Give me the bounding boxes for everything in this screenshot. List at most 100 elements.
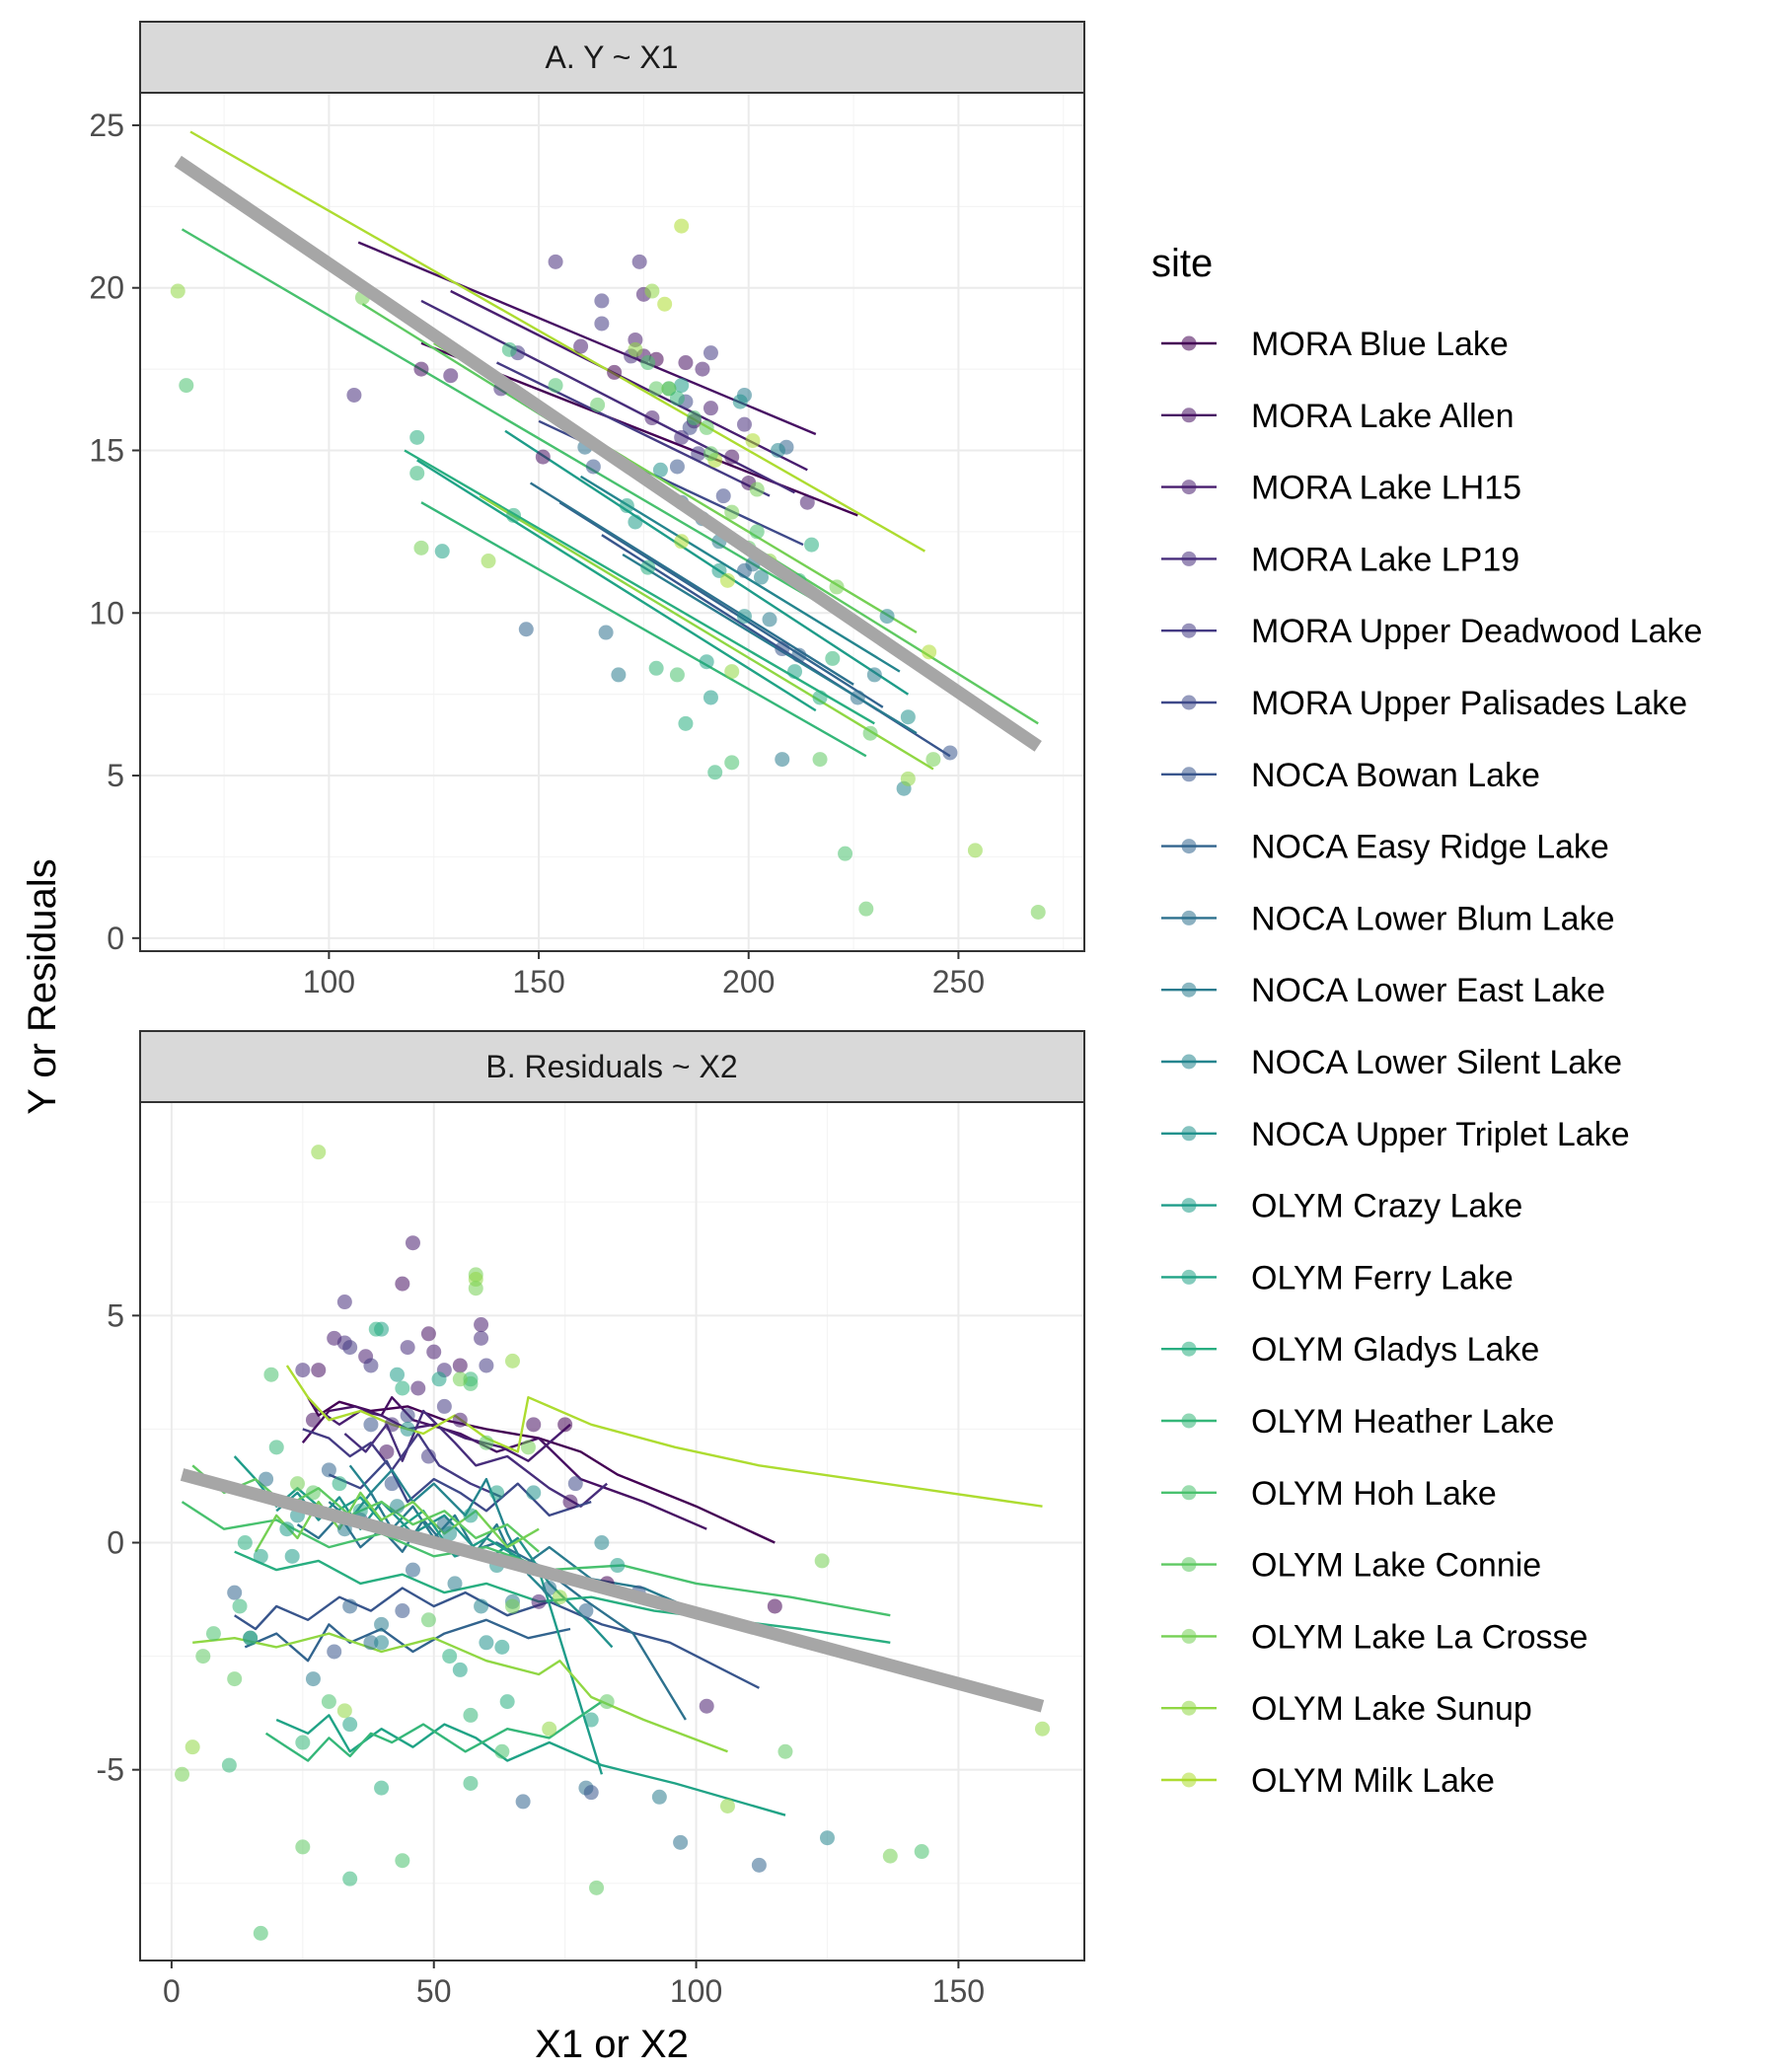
data-point xyxy=(227,1585,243,1600)
data-point xyxy=(648,381,664,397)
data-point xyxy=(583,1712,599,1728)
data-point xyxy=(707,765,723,780)
data-point xyxy=(644,283,660,299)
legend-key-point xyxy=(1181,910,1197,925)
y-tick-label: 25 xyxy=(89,108,124,143)
data-point xyxy=(409,429,425,445)
data-point xyxy=(227,1671,243,1687)
data-point xyxy=(651,1789,667,1805)
panel-a-strip xyxy=(139,21,1085,94)
data-point xyxy=(295,1839,311,1855)
data-point xyxy=(374,1635,390,1651)
data-point xyxy=(474,1317,489,1333)
legend-key-point xyxy=(1181,407,1197,423)
data-point xyxy=(452,1412,468,1428)
data-point xyxy=(463,1707,479,1723)
legend-item: OLYM Heather Lake xyxy=(1161,1403,1554,1441)
data-point xyxy=(967,843,983,858)
panel-b-strip xyxy=(139,1030,1085,1103)
data-point xyxy=(914,1844,929,1860)
data-point xyxy=(374,1780,390,1796)
data-point xyxy=(674,534,690,550)
data-point xyxy=(352,1503,368,1518)
data-point xyxy=(942,745,958,761)
data-point xyxy=(657,296,673,312)
data-point xyxy=(628,514,643,530)
legend-item: OLYM Crazy Lake xyxy=(1161,1188,1522,1225)
site-line xyxy=(416,459,817,712)
legend-key-point xyxy=(1181,1772,1197,1788)
data-point xyxy=(703,690,718,705)
data-point xyxy=(562,1494,578,1510)
legend-label: MORA Upper Deadwood Lake xyxy=(1251,613,1702,650)
data-point xyxy=(862,725,878,741)
legend-items: MORA Blue Lake MORA Lake Allen MORA Lake L… xyxy=(1161,326,1702,1800)
data-point xyxy=(628,341,643,357)
data-point xyxy=(631,254,647,269)
data-point xyxy=(327,1644,342,1660)
data-point xyxy=(599,1694,615,1710)
data-point xyxy=(1030,904,1046,920)
data-point xyxy=(812,690,828,705)
data-point xyxy=(745,433,761,449)
panel-b: B. Residuals ~ X2 0 50 100 150 -5 0 5 xyxy=(97,1030,1085,2009)
legend-item: MORA Lake Allen xyxy=(1161,398,1514,435)
data-point xyxy=(589,1880,605,1895)
y-axis-title: Y or Residuals xyxy=(21,858,64,1114)
data-point xyxy=(504,1353,520,1369)
data-point xyxy=(253,1548,268,1564)
data-point xyxy=(858,901,874,917)
data-point xyxy=(644,410,660,426)
data-point xyxy=(736,609,752,625)
data-point xyxy=(232,1598,248,1614)
data-point xyxy=(452,1371,468,1387)
x-tick-label: 150 xyxy=(932,1973,985,2009)
data-point xyxy=(669,459,685,475)
data-point xyxy=(882,1848,898,1864)
site-line xyxy=(348,1464,561,1607)
data-point xyxy=(426,1344,442,1360)
legend-key-point xyxy=(1181,695,1197,710)
legend-label: NOCA Lower Silent Lake xyxy=(1251,1044,1622,1081)
data-point xyxy=(719,1798,735,1813)
data-point xyxy=(515,1794,531,1810)
data-point xyxy=(363,1417,379,1433)
panel-b-title: B. Residuals ~ X2 xyxy=(485,1049,737,1084)
data-point xyxy=(866,667,882,683)
data-point xyxy=(703,345,718,361)
data-point xyxy=(243,1630,259,1646)
data-point xyxy=(474,1330,489,1346)
overall-fit-line xyxy=(180,1468,1045,1713)
data-point xyxy=(494,1639,510,1655)
data-point xyxy=(400,1408,415,1424)
data-point xyxy=(925,752,941,768)
data-point xyxy=(259,1471,274,1487)
data-point xyxy=(573,338,589,354)
legend-key-point xyxy=(1181,623,1197,638)
data-point xyxy=(290,1476,305,1492)
data-point xyxy=(384,1417,400,1433)
data-point xyxy=(221,1757,237,1773)
legend-key-point xyxy=(1181,1198,1197,1214)
data-point xyxy=(557,1417,573,1433)
data-point xyxy=(724,504,740,520)
data-point xyxy=(699,419,714,435)
site-line xyxy=(343,1409,608,1508)
legend-key-point xyxy=(1181,1413,1197,1429)
data-point xyxy=(368,1321,384,1337)
data-point xyxy=(775,752,790,768)
data-point xyxy=(732,394,748,409)
y-tick-label: 0 xyxy=(107,1525,124,1561)
data-point xyxy=(321,1462,336,1478)
legend-item: OLYM Lake Connie xyxy=(1161,1547,1541,1585)
legend-label: OLYM Lake Sunup xyxy=(1251,1690,1532,1728)
data-point xyxy=(284,1548,300,1564)
data-point xyxy=(585,459,601,475)
site-line xyxy=(495,361,771,497)
data-point xyxy=(395,1380,410,1396)
data-point xyxy=(395,1276,410,1292)
data-point xyxy=(237,1535,253,1551)
data-point xyxy=(829,579,845,595)
data-point xyxy=(825,650,841,666)
legend-label: MORA Lake LP19 xyxy=(1251,541,1519,578)
